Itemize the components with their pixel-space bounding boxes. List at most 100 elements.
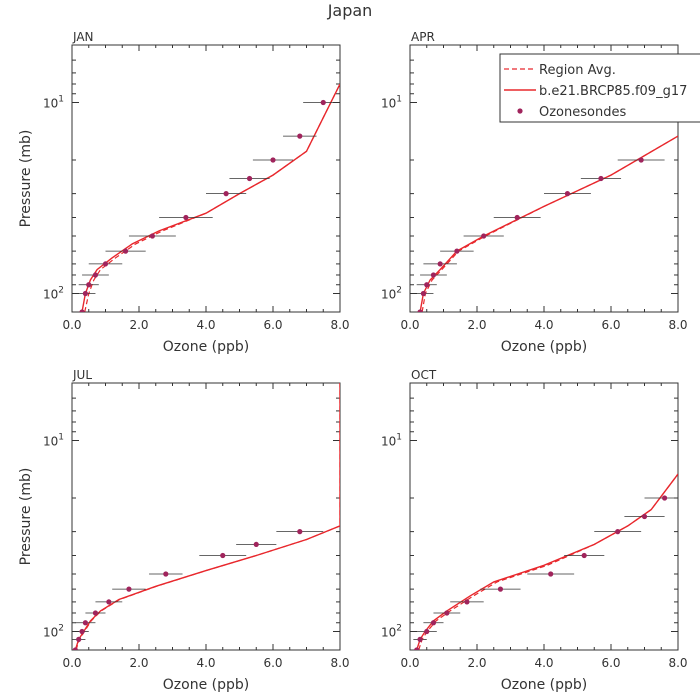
obs-point: [297, 133, 303, 139]
y-tick-base: 10: [381, 434, 396, 448]
x-tick-label: 6.0: [601, 318, 620, 332]
x-tick-label: 2.0: [467, 656, 486, 670]
panel-title: JAN: [72, 30, 94, 44]
obs-point: [223, 191, 229, 197]
obs-point: [497, 586, 504, 592]
y-tick-exponent: 1: [396, 94, 402, 104]
x-tick-label: 6.0: [601, 656, 620, 670]
obs-point: [514, 214, 520, 221]
y-tick-label: 102: [381, 285, 402, 301]
obs-point: [102, 261, 109, 267]
obs-point: [581, 552, 587, 559]
x-tick-label: 0.0: [400, 656, 419, 670]
x-tick-label: 6.0: [263, 318, 282, 332]
x-tick-label: 6.0: [263, 656, 282, 670]
obs-point: [253, 541, 259, 548]
obs-point: [246, 175, 253, 182]
obs-point: [464, 599, 470, 605]
plot-frame: [71, 382, 341, 651]
y-tick-exponent: 2: [396, 623, 402, 633]
obs-point: [615, 529, 621, 535]
x-axis-title: Ozone (ppb): [501, 677, 587, 693]
region-avg-line: [418, 473, 678, 650]
series-group: [413, 473, 678, 650]
legend-box: [499, 53, 700, 123]
panel-title: JUL: [72, 368, 92, 382]
obs-point: [92, 610, 99, 616]
region-avg-line: [421, 135, 678, 312]
obs-point: [424, 282, 430, 288]
y-tick-exponent: 2: [58, 285, 64, 295]
model-line: [419, 135, 678, 312]
x-tick-label: 2.0: [129, 318, 148, 332]
x-tick-label: 0.0: [62, 318, 81, 332]
obs-point: [86, 282, 92, 288]
legend-label: b.e21.BRCP85.f09_g17: [539, 84, 687, 99]
obs-point: [92, 272, 99, 278]
x-tick-label: 4.0: [196, 318, 215, 332]
y-tick-exponent: 1: [58, 432, 64, 442]
y-tick-exponent: 2: [58, 623, 64, 633]
obs-point: [76, 636, 82, 642]
y-axis-title: Pressure (mb): [18, 130, 34, 228]
obs-point: [126, 586, 132, 592]
y-tick-base: 10: [43, 287, 58, 301]
obs-point: [79, 309, 85, 312]
model-line: [416, 473, 678, 650]
y-tick-exponent: 1: [58, 94, 64, 104]
region-avg-line: [84, 83, 340, 312]
panel-title: OCT: [411, 368, 437, 382]
series-group: [72, 383, 340, 650]
x-tick-label: 2.0: [129, 656, 148, 670]
obs-point: [598, 175, 604, 182]
x-tick-label: 8.0: [668, 656, 687, 670]
x-axis-title: Ozone (ppb): [163, 339, 249, 355]
panel-title: APR: [411, 30, 435, 44]
obs-point: [270, 157, 276, 163]
obs-point: [430, 272, 437, 278]
obs-point: [297, 529, 303, 535]
x-tick-label: 4.0: [534, 656, 553, 670]
y-tick-label: 102: [43, 623, 64, 639]
obs-point: [72, 647, 78, 650]
obs-point: [417, 636, 423, 642]
region-avg-line: [75, 383, 340, 650]
series-group: [413, 135, 678, 312]
legend-label: Ozonesondes: [539, 105, 626, 120]
obs-point: [149, 233, 155, 239]
x-tick-label: 8.0: [330, 318, 349, 332]
chart-title: Japan: [327, 1, 373, 20]
y-tick-label: 101: [43, 432, 64, 448]
obs-point: [414, 647, 420, 650]
y-tick-label: 101: [43, 94, 64, 110]
obs-point: [430, 620, 437, 626]
x-tick-label: 0.0: [62, 656, 81, 670]
y-tick-base: 10: [381, 96, 396, 110]
legend: Region Avg. b.e21.BRCP85.f09_g17 Ozonesond…: [499, 53, 700, 123]
obs-point: [437, 261, 443, 267]
y-tick-exponent: 2: [396, 285, 402, 295]
x-axis-title: Ozone (ppb): [163, 677, 249, 693]
obs-point: [320, 99, 326, 106]
y-tick-base: 10: [381, 625, 396, 639]
obs-point: [82, 290, 88, 297]
x-tick-label: 4.0: [534, 318, 553, 332]
obs-point: [424, 628, 430, 635]
y-tick-label: 101: [381, 94, 402, 110]
x-axis-title: Ozone (ppb): [501, 339, 587, 355]
obs-point: [420, 290, 426, 297]
obs-point: [454, 248, 460, 254]
y-tick-base: 10: [43, 434, 58, 448]
y-tick-label: 101: [381, 432, 402, 448]
obs-point: [79, 628, 85, 635]
obs-point: [564, 191, 571, 197]
obs-point: [662, 495, 668, 501]
y-tick-base: 10: [43, 96, 58, 110]
x-tick-label: 2.0: [467, 318, 486, 332]
plot-frame: [71, 44, 341, 313]
obs-point: [220, 552, 226, 559]
model-line: [74, 383, 340, 650]
